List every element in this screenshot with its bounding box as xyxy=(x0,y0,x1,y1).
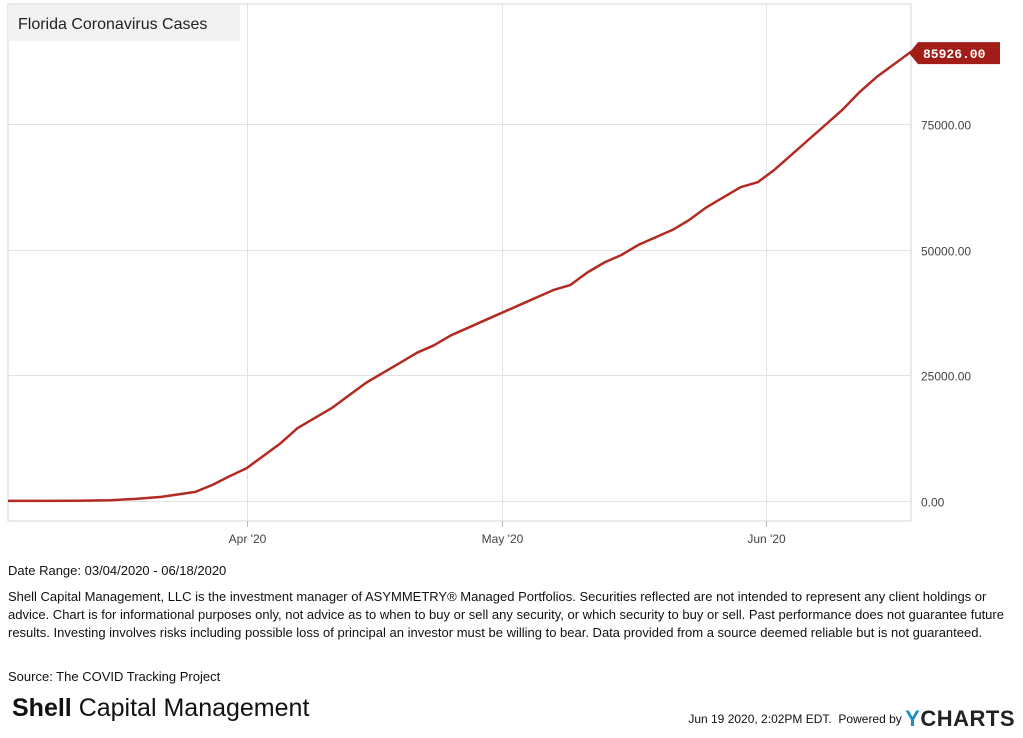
ycharts-logo[interactable]: YCHARTS xyxy=(905,706,1015,731)
line-chart: 0.00 25000.00 50000.00 75000.00 Apr '20 May … xyxy=(7,3,1000,546)
plot-border xyxy=(7,3,912,522)
y-tick-label: 0.00 xyxy=(921,496,945,510)
timestamp-area: Jun 19 2020, 2:02PM EDT. Powered by YCHA… xyxy=(688,706,1015,732)
last-value-label: 85926.00 xyxy=(923,47,986,62)
logo-rest: Capital Management xyxy=(71,694,310,722)
ycharts-y: Y xyxy=(905,706,921,731)
y-tick-label: 75000.00 xyxy=(921,119,971,133)
series-line xyxy=(8,50,912,503)
last-value-tag: 85926.00 xyxy=(909,42,1000,65)
timestamp: Jun 19 2020, 2:02PM EDT. xyxy=(688,712,832,726)
powered-by: Powered by xyxy=(838,712,902,726)
title-box xyxy=(8,5,240,41)
date-range: Date Range: 03/04/2020 - 06/18/2020 xyxy=(8,563,227,578)
x-tick-label: Jun '20 xyxy=(747,532,786,546)
shell-capital-logo: Shell Capital Management xyxy=(12,694,309,723)
x-tick-label: Apr '20 xyxy=(229,532,267,546)
ycharts-rest: CHARTS xyxy=(920,706,1015,731)
chart-title: Florida Coronavirus Cases xyxy=(18,16,207,33)
y-tick-label: 50000.00 xyxy=(921,245,971,259)
disclaimer-text: Shell Capital Management, LLC is the inv… xyxy=(8,589,1004,640)
source-text: Source: The COVID Tracking Project xyxy=(8,669,221,684)
logo-bold: Shell xyxy=(12,694,72,722)
y-tick-label: 25000.00 xyxy=(921,370,971,384)
x-tick-label: May '20 xyxy=(482,532,524,546)
